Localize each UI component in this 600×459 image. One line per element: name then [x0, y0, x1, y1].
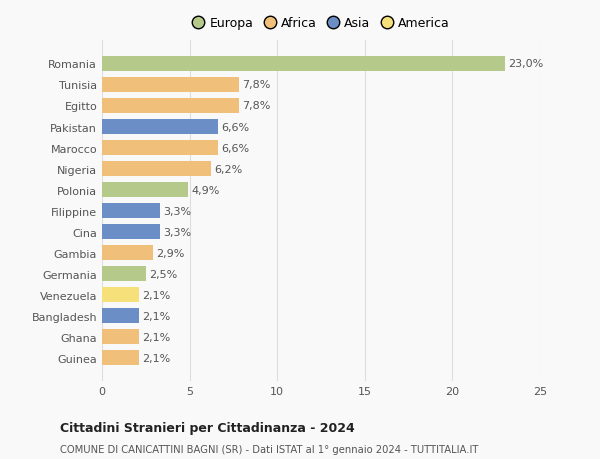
Bar [102, 267, 146, 282]
Text: 6,6%: 6,6% [221, 143, 249, 153]
Bar [102, 224, 160, 240]
Text: 2,1%: 2,1% [142, 290, 170, 300]
Bar [102, 246, 153, 261]
Text: 2,1%: 2,1% [142, 332, 170, 342]
Text: 3,3%: 3,3% [163, 206, 191, 216]
Text: 3,3%: 3,3% [163, 227, 191, 237]
Bar [102, 183, 188, 198]
Text: 6,6%: 6,6% [221, 122, 249, 132]
Bar [102, 350, 139, 365]
Bar [102, 120, 218, 135]
Text: 7,8%: 7,8% [242, 101, 271, 111]
Bar [102, 287, 139, 302]
Text: 2,9%: 2,9% [157, 248, 185, 258]
Bar [102, 204, 160, 218]
Bar [102, 99, 239, 114]
Text: 4,9%: 4,9% [191, 185, 220, 195]
Bar [102, 78, 239, 93]
Bar [102, 308, 139, 324]
Text: COMUNE DI CANICATTINI BAGNI (SR) - Dati ISTAT al 1° gennaio 2024 - TUTTITALIA.IT: COMUNE DI CANICATTINI BAGNI (SR) - Dati … [60, 444, 478, 454]
Bar [102, 330, 139, 345]
Text: 23,0%: 23,0% [508, 59, 544, 69]
Text: 7,8%: 7,8% [242, 80, 271, 90]
Text: 6,2%: 6,2% [214, 164, 242, 174]
Text: 2,5%: 2,5% [149, 269, 178, 279]
Text: 2,1%: 2,1% [142, 311, 170, 321]
Text: 2,1%: 2,1% [142, 353, 170, 363]
Bar [102, 57, 505, 72]
Legend: Europa, Africa, Asia, America: Europa, Africa, Asia, America [188, 14, 454, 34]
Text: Cittadini Stranieri per Cittadinanza - 2024: Cittadini Stranieri per Cittadinanza - 2… [60, 421, 355, 434]
Bar [102, 140, 218, 156]
Bar [102, 162, 211, 177]
